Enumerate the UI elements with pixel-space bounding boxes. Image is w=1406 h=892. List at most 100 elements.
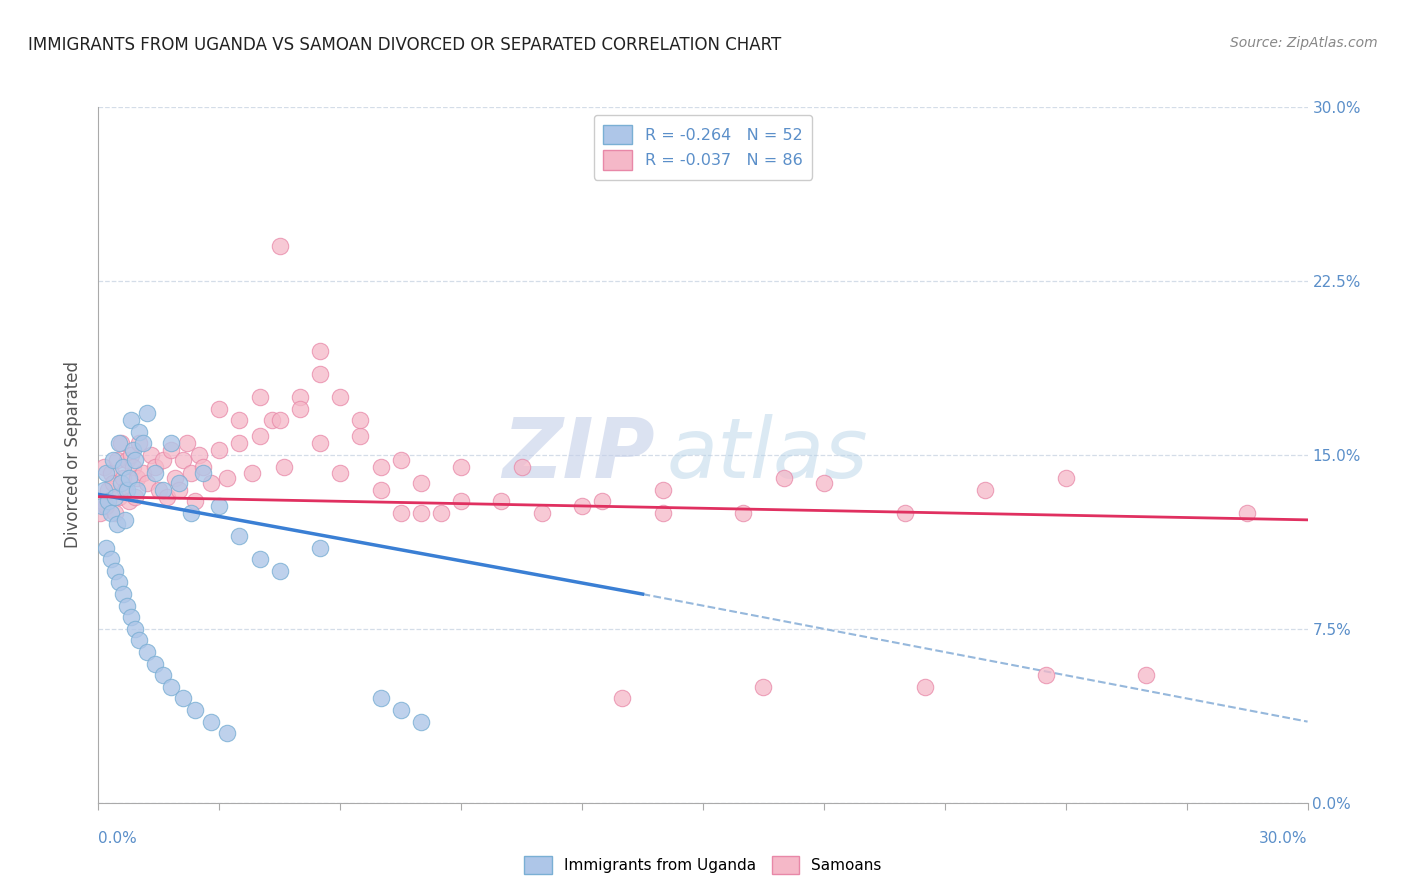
Point (269, 564, 291, 578)
Point (184, 494, 207, 508)
Point (228, 413, 250, 427)
Point (100, 506, 122, 520)
Point (107, 436, 129, 450)
Point (120, 413, 142, 427)
Point (121, 443, 143, 458)
Point (143, 467, 166, 481)
Point (228, 436, 250, 450)
Point (591, 494, 613, 508)
Point (309, 436, 332, 450)
Point (128, 633, 150, 648)
Point (114, 483, 136, 497)
Point (200, 714, 222, 729)
Text: ZIP: ZIP (502, 415, 655, 495)
Point (93, 459, 115, 474)
Point (288, 401, 311, 416)
Point (96, 499, 118, 513)
Point (273, 459, 295, 474)
Point (115, 483, 138, 497)
Point (309, 343, 332, 358)
Point (118, 494, 141, 508)
Point (121, 459, 143, 474)
Point (974, 483, 997, 497)
Point (914, 680, 936, 694)
Point (772, 471, 794, 485)
Point (101, 475, 124, 490)
Point (530, 506, 553, 520)
Point (103, 564, 125, 578)
Point (160, 436, 183, 450)
Y-axis label: Divorced or Separated: Divorced or Separated (65, 361, 83, 549)
Point (103, 506, 125, 520)
Point (105, 517, 128, 532)
Point (1135, 668, 1157, 682)
Point (143, 459, 166, 474)
Point (100, 552, 122, 566)
Point (409, 475, 432, 490)
Text: 30.0%: 30.0% (1260, 830, 1308, 846)
Point (111, 459, 134, 474)
Point (193, 467, 215, 481)
Point (1035, 668, 1057, 682)
Point (111, 471, 134, 485)
Point (163, 471, 186, 485)
Point (180, 506, 202, 520)
Point (389, 703, 412, 717)
Point (132, 436, 155, 450)
Point (135, 475, 157, 490)
Point (125, 471, 148, 485)
Point (200, 475, 222, 490)
Point (167, 483, 190, 497)
Point (217, 471, 239, 485)
Point (184, 703, 207, 717)
Point (89, 506, 111, 520)
Point (91, 499, 114, 513)
Point (571, 499, 593, 513)
Legend: Immigrants from Uganda, Samoans: Immigrants from Uganda, Samoans (519, 850, 887, 880)
Point (172, 691, 194, 706)
Point (160, 443, 183, 458)
Point (612, 691, 634, 706)
Point (125, 483, 148, 497)
Point (208, 401, 231, 416)
Point (409, 714, 432, 729)
Point (893, 506, 915, 520)
Point (752, 680, 775, 694)
Point (152, 483, 174, 497)
Point (143, 657, 166, 671)
Point (510, 459, 533, 474)
Point (217, 726, 239, 740)
Point (260, 413, 283, 427)
Point (107, 575, 129, 590)
Point (156, 490, 179, 504)
Point (208, 499, 231, 513)
Point (93, 483, 115, 497)
Point (269, 413, 291, 427)
Text: atlas: atlas (666, 415, 869, 495)
Point (96, 541, 118, 555)
Point (135, 406, 157, 420)
Point (349, 413, 371, 427)
Point (389, 452, 412, 467)
Point (132, 467, 155, 481)
Point (450, 494, 472, 508)
Point (176, 436, 198, 450)
Point (148, 483, 170, 497)
Point (100, 467, 122, 481)
Point (329, 390, 352, 404)
Point (96, 467, 118, 481)
Point (309, 367, 332, 381)
Point (370, 459, 392, 474)
Point (269, 239, 291, 253)
Point (105, 452, 128, 467)
Point (111, 587, 134, 601)
Point (124, 622, 146, 636)
Text: 0.0%: 0.0% (98, 830, 138, 846)
Point (152, 452, 174, 467)
Legend: R = -0.264   N = 52, R = -0.037   N = 86: R = -0.264 N = 52, R = -0.037 N = 86 (593, 115, 813, 179)
Point (135, 645, 157, 659)
Point (349, 429, 371, 443)
Point (120, 448, 142, 462)
Point (128, 436, 150, 450)
Point (152, 668, 174, 682)
